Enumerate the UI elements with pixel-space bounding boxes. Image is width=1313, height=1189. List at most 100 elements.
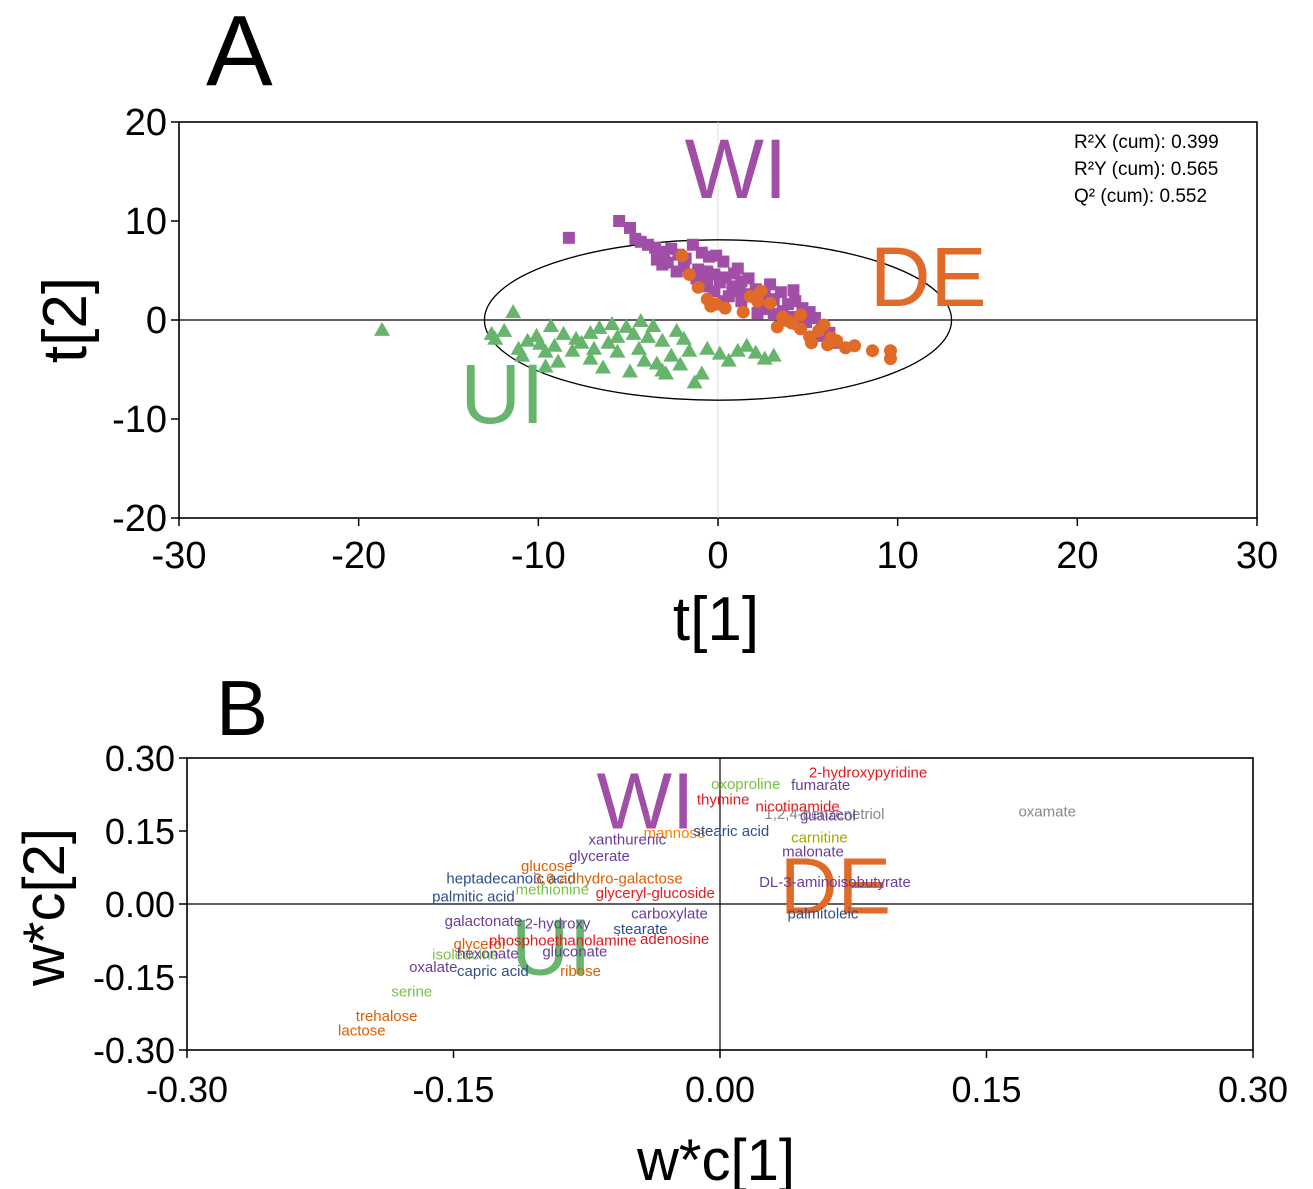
score-point [743, 289, 757, 303]
stat-q2: Q² (cum): 0.552 [1074, 186, 1207, 207]
score-point [781, 314, 795, 328]
score-point [765, 347, 782, 362]
variable-label: adenosine [640, 931, 709, 948]
score-point [648, 355, 665, 370]
score-point [582, 324, 599, 339]
score-point [623, 221, 636, 234]
score-point [718, 301, 732, 315]
score-point [632, 312, 649, 327]
variable-label: glyceryl-glucoside [596, 885, 715, 902]
score-point [568, 330, 585, 345]
variable-label: DL-3-aminoisobutyrate [759, 874, 911, 891]
score-point [693, 365, 710, 380]
variable-label: fumarate [791, 777, 850, 794]
group-labels-a: WI DE UI [460, 122, 986, 441]
score-point [650, 253, 663, 266]
score-point [519, 332, 536, 347]
score-point [824, 331, 838, 345]
x-tick-label: 0.30 [1218, 1069, 1288, 1110]
variable-label: glucose [521, 858, 573, 875]
score-point [546, 337, 563, 352]
score-point [866, 344, 880, 358]
x-tick-label: 30 [1236, 535, 1278, 577]
variable-label: malonate [782, 843, 844, 860]
score-point [514, 347, 531, 362]
score-point [595, 359, 612, 374]
score-point [609, 343, 626, 358]
score-point [645, 317, 662, 332]
y-tick-label: 0.00 [105, 884, 175, 925]
score-point [487, 330, 504, 345]
variable-label: carnitine [791, 830, 848, 847]
score-point [672, 356, 689, 371]
score-point [720, 352, 737, 367]
score-point [564, 342, 581, 357]
score-point [537, 343, 554, 358]
variable-label: palmitoleic [788, 906, 859, 923]
stat-r2y: R²Y (cum): 0.565 [1074, 159, 1218, 180]
score-point [774, 286, 787, 299]
x-tick-label: -0.15 [412, 1069, 494, 1110]
score-point [682, 267, 696, 281]
variable-label: oxamate [1018, 803, 1076, 820]
score-point [496, 322, 513, 337]
y-axis-ticks-a: 20 10 0 -10 -20 [112, 102, 179, 540]
x-tick-label: -0.30 [146, 1069, 228, 1110]
score-point [654, 332, 671, 347]
x-tick-label: 0.15 [951, 1069, 1021, 1110]
score-point [675, 249, 689, 263]
variable-label: hexonate [457, 946, 519, 963]
score-point [586, 340, 603, 355]
group-label-de: DE [870, 230, 987, 324]
y-axis-ticks-b: 0.30 0.15 0.00 -0.15 -0.30 [93, 738, 187, 1071]
score-point [711, 345, 728, 360]
variable-label: methionine [516, 881, 589, 898]
group-label-ui: UI [460, 347, 544, 441]
variable-label: glycerate [569, 848, 630, 865]
score-point [537, 358, 554, 373]
y-tick-label: 10 [125, 201, 167, 243]
variable-labels: 2-hydroxypyridine oxoproline fumarate thymi… [338, 764, 1076, 1039]
y-axis-label-a: t[2] [31, 277, 100, 363]
variable-label: galactonate [445, 913, 523, 930]
score-point [603, 315, 620, 330]
variable-label: thymine [697, 792, 750, 809]
score-point [794, 322, 808, 336]
score-point [731, 262, 744, 275]
variable-label: serine [391, 983, 432, 1000]
stat-r2x: R²X (cum): 0.399 [1074, 132, 1219, 153]
x-tick-label: -30 [152, 535, 207, 577]
score-point [736, 305, 750, 319]
score-point [639, 328, 656, 343]
score-point [704, 299, 718, 313]
variable-label: oxoproline [711, 776, 780, 793]
score-point [713, 276, 726, 289]
score-point [562, 231, 575, 244]
score-point [613, 215, 626, 227]
score-point [505, 304, 522, 319]
score-point [804, 336, 818, 350]
variable-label: glycerol [454, 936, 506, 953]
model-stats: R²X (cum): 0.399 R²Y (cum): 0.565 Q² (cu… [1074, 132, 1219, 207]
score-point [751, 307, 764, 320]
variable-label: 3,6-anhydro-galactose [533, 871, 682, 888]
variable-label: isoleucine [432, 946, 499, 963]
variable-label: guaiacol [800, 807, 856, 824]
score-point [770, 320, 784, 334]
loading-plot: WI DE UI 2-hydroxypyridine oxoproline fumara… [12, 738, 1288, 1189]
group-label-de: DE [780, 842, 891, 931]
variable-label: phosphoethanolamine [489, 932, 637, 949]
score-point [699, 340, 716, 355]
score-point [625, 325, 642, 340]
score-point [657, 365, 674, 380]
group-labels-b: WI DE UI [511, 757, 891, 992]
score-point [675, 330, 692, 345]
variable-label: gluconate [542, 944, 607, 961]
variable-label: 1,2,4-benzenetriol [764, 806, 884, 823]
score-point [686, 374, 703, 389]
score-point [591, 319, 608, 334]
y-tick-label: -10 [112, 399, 167, 441]
x-axis-label-b: w*c[1] [636, 1128, 795, 1189]
group-label-ui: UI [511, 903, 591, 992]
y-tick-label: 0.15 [105, 811, 175, 852]
